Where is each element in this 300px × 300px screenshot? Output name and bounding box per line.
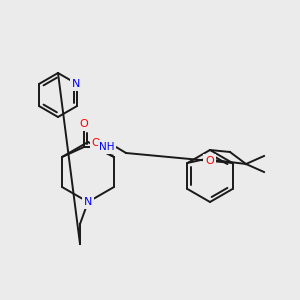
Text: N: N [84,197,92,207]
Text: N: N [72,79,80,89]
Text: O: O [80,119,88,129]
Text: O: O [92,138,100,148]
Text: NH: NH [99,142,115,152]
Text: O: O [205,156,214,166]
